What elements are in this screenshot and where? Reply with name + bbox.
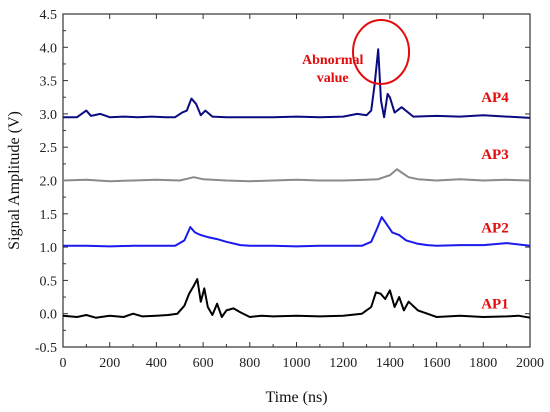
x-tick-label: 2000 (516, 356, 544, 371)
annotation: Abnormal value (302, 18, 411, 86)
x-axis-title: Time (ns) (265, 389, 327, 406)
x-tick-label: 600 (193, 356, 214, 371)
series-label-ap3: AP3 (481, 147, 509, 163)
series-line-ap2 (63, 216, 531, 248)
series-label-ap1: AP1 (481, 296, 509, 312)
x-tick-label: 800 (239, 356, 260, 371)
y-tick-label: 2.5 (40, 141, 58, 156)
annotation-text-line: value (317, 71, 349, 86)
x-tick-label: 1200 (329, 356, 357, 371)
y-axis-title: Signal Amplitude (V) (6, 111, 23, 250)
x-tick-label: 1800 (469, 356, 497, 371)
x-tick-label: 1400 (376, 356, 404, 371)
y-tick-label: 1.5 (40, 208, 58, 223)
y-axis: -0.5 0.0 0.5 1.0 1.5 2.0 2.5 3.0 3.5 4.0 4.5 (35, 8, 530, 356)
y-tick-label: 2.0 (40, 175, 58, 190)
y-tick-label: 4.5 (40, 8, 58, 23)
x-axis: 0 200 400 600 800 1000 1200 1400 1600 1800 2000 (60, 14, 544, 371)
series-label-ap2: AP2 (481, 220, 509, 236)
y-tick-label: 3.5 (40, 75, 58, 90)
x-tick-label: 0 (60, 356, 67, 371)
y-tick-label: 1.0 (40, 241, 58, 256)
y-tick-label: -0.5 (35, 341, 57, 356)
x-tick-label: 1600 (423, 356, 451, 371)
series-lines (62, 48, 531, 319)
y-tick-label: 0.0 (40, 308, 58, 323)
y-tick-label: 3.0 (40, 108, 58, 123)
series-line-ap4 (63, 48, 531, 119)
series-label-ap4: AP4 (481, 90, 509, 106)
x-tick-label: 200 (99, 356, 120, 371)
abnormal-circle (352, 18, 411, 85)
annotation-text-line: Abnormal (302, 53, 364, 68)
series-labels: AP4 AP3 AP2 AP1 (481, 90, 509, 312)
y-tick-label: 0.5 (40, 274, 58, 289)
x-tick-label: 1000 (283, 356, 311, 371)
series-line-ap1 (62, 278, 531, 319)
x-tick-label: 400 (146, 356, 167, 371)
series-line-ap3 (62, 168, 531, 183)
y-tick-label: 4.0 (40, 41, 58, 56)
